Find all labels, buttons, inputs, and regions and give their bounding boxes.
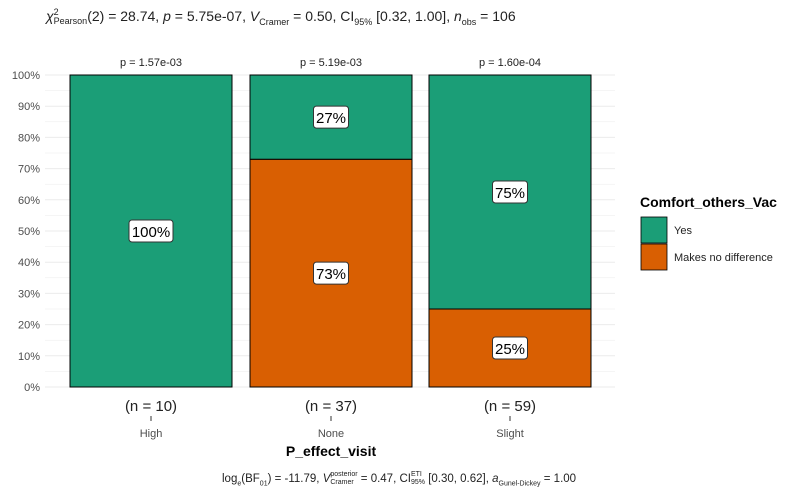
y-tick-label: 0% xyxy=(24,382,40,394)
p-value-label: p = 1.57e-03 xyxy=(120,57,182,69)
n-label: n xyxy=(453,8,462,24)
v-value: = 0.50, CI xyxy=(289,8,355,24)
chi-sub: Pearson xyxy=(53,16,88,27)
y-tick-label: 90% xyxy=(18,101,40,113)
y-tick-label: 50% xyxy=(18,226,40,238)
data-label: 27% xyxy=(316,110,346,127)
bf-sub: 01 xyxy=(259,480,268,488)
ci-value: [0.32, 1.00], xyxy=(372,8,454,24)
chi-symbol: χ xyxy=(46,8,54,24)
p-value: = 5.75e-07, xyxy=(170,8,250,24)
ci-sub: 95% xyxy=(410,479,425,486)
data-label: 75% xyxy=(495,185,525,202)
y-tick-label: 100% xyxy=(12,70,40,82)
y-tick-label: 10% xyxy=(18,351,40,363)
chart-subtitle: χ2 Pearson(2) = 28.74, p = 5.75e-07, VCra… xyxy=(46,8,516,27)
count-label: (n = 37) xyxy=(305,398,357,415)
v-sup: posterior xyxy=(330,471,358,478)
p-value-label: p = 5.19e-03 xyxy=(300,57,362,69)
x-tick-label: High xyxy=(140,428,163,440)
data-label-box xyxy=(313,105,349,129)
y-tick-label: 60% xyxy=(18,195,40,207)
n-value: = 106 xyxy=(476,8,516,24)
data-label: 73% xyxy=(316,266,346,283)
log-sub: e xyxy=(237,480,242,488)
x-tick-label: None xyxy=(318,428,344,440)
log-label: log xyxy=(222,473,238,486)
ci-value: [0.30, 0.62], xyxy=(425,473,493,486)
a-label: a xyxy=(492,473,499,486)
data-label: 100% xyxy=(132,224,170,241)
chi-sup: 2 xyxy=(53,7,59,18)
data-label-box xyxy=(492,336,528,360)
v-sub: Cramer xyxy=(330,479,354,486)
data-label-box xyxy=(492,180,528,204)
chi-value: (2) = 28.74, xyxy=(87,8,164,24)
legend-title: Comfort_others_Vac xyxy=(640,194,777,210)
x-axis-title: P_effect_visit xyxy=(286,443,377,459)
bf-value: ) = -11.79, xyxy=(267,473,323,486)
y-tick-label: 40% xyxy=(18,257,40,269)
v-label: V xyxy=(322,473,331,486)
data-label-box xyxy=(313,261,349,285)
v-value: = 0.47, CI xyxy=(357,473,411,486)
y-tick-label: 20% xyxy=(18,320,40,332)
legend-label: Makes no difference xyxy=(674,252,773,264)
p-label: p xyxy=(163,8,171,24)
x-tick-label: Slight xyxy=(496,428,524,440)
chart-caption: loge(BF01) = -11.79, Vposterior Cramer = … xyxy=(222,471,576,487)
data-label: 25% xyxy=(495,341,525,358)
ci-sup: ETI xyxy=(410,471,422,478)
n-sub: obs xyxy=(461,16,477,27)
count-label: (n = 10) xyxy=(125,398,177,415)
count-label: (n = 59) xyxy=(484,398,536,415)
p-value-label: p = 1.60e-04 xyxy=(479,57,541,69)
v-sub: Cramer xyxy=(259,16,290,27)
ci-sub: 95% xyxy=(354,16,373,27)
a-value: = 1.00 xyxy=(540,473,577,486)
data-label-box xyxy=(128,219,174,243)
v-label: V xyxy=(249,8,260,24)
bf-label: (BF xyxy=(241,473,260,486)
a-sub: Gunel-Dickey xyxy=(498,480,541,488)
y-tick-label: 30% xyxy=(18,288,40,300)
y-tick-label: 70% xyxy=(18,164,40,176)
legend-swatch xyxy=(640,216,668,244)
legend-label: Yes xyxy=(674,225,692,237)
y-tick-label: 80% xyxy=(18,132,40,144)
legend-swatch xyxy=(640,243,668,271)
